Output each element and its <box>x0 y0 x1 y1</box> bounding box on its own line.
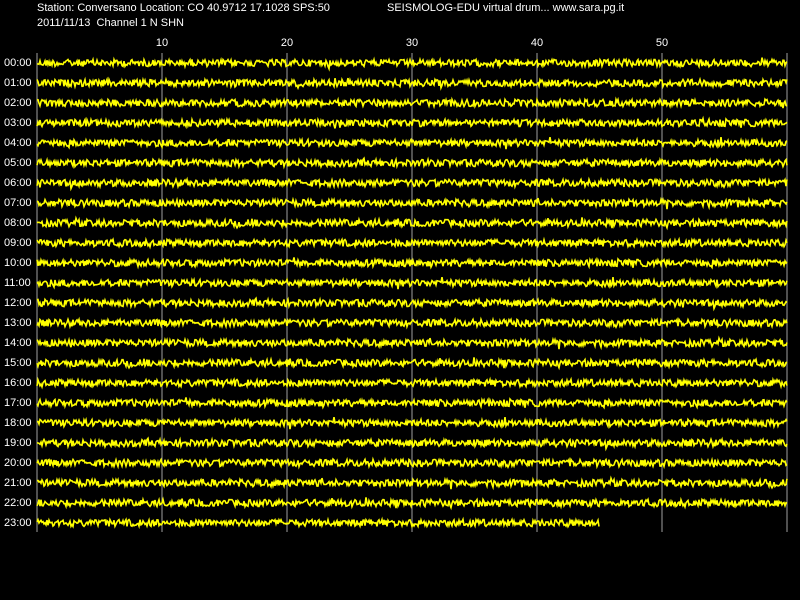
y-tick-label: 14:00 <box>4 337 32 349</box>
y-tick-label: 04:00 <box>4 137 32 149</box>
y-tick-label: 20:00 <box>4 457 32 469</box>
trace <box>36 196 788 211</box>
trace <box>36 76 788 91</box>
x-tick-label: 40 <box>531 37 543 49</box>
trace <box>36 396 788 410</box>
trace <box>36 335 788 351</box>
trace <box>36 256 788 270</box>
y-tick-label: 10:00 <box>4 257 32 269</box>
trace <box>36 136 788 150</box>
chart-subtitle: 2011/11/13 Channel 1 N SHN <box>37 17 184 29</box>
trace <box>36 276 788 290</box>
y-tick-label: 13:00 <box>4 317 32 329</box>
x-tick-label: 10 <box>156 37 168 49</box>
x-tick-label: 20 <box>281 37 293 49</box>
y-tick-label: 17:00 <box>4 397 32 409</box>
trace <box>36 215 788 231</box>
y-tick-label: 09:00 <box>4 237 32 249</box>
y-tick-label: 05:00 <box>4 157 32 169</box>
chart-title: Station: Conversano Location: CO 40.9712… <box>37 2 330 14</box>
trace <box>36 96 788 110</box>
y-tick-label: 19:00 <box>4 437 32 449</box>
y-tick-label: 03:00 <box>4 117 32 129</box>
trace <box>36 115 788 130</box>
trace <box>36 475 788 491</box>
trace <box>36 416 788 430</box>
trace <box>36 156 788 170</box>
trace <box>36 456 788 470</box>
trace <box>36 316 788 330</box>
y-tick-label: 12:00 <box>4 297 32 309</box>
trace <box>36 356 788 371</box>
trace <box>36 496 788 511</box>
trace <box>36 516 600 530</box>
y-tick-label: 00:00 <box>4 57 32 69</box>
trace <box>36 176 788 192</box>
y-tick-label: 18:00 <box>4 417 32 429</box>
y-tick-label: 08:00 <box>4 217 32 229</box>
trace <box>36 296 788 312</box>
trace <box>36 376 788 390</box>
trace <box>36 236 788 250</box>
y-tick-label: 21:00 <box>4 477 32 489</box>
y-tick-label: 15:00 <box>4 357 32 369</box>
y-tick-label: 07:00 <box>4 197 32 209</box>
y-tick-label: 01:00 <box>4 77 32 89</box>
y-tick-label: 02:00 <box>4 97 32 109</box>
x-tick-label: 30 <box>406 37 418 49</box>
y-tick-label: 23:00 <box>4 517 32 529</box>
x-tick-label: 50 <box>656 37 668 49</box>
y-tick-label: 06:00 <box>4 177 32 189</box>
trace <box>36 436 788 452</box>
y-tick-label: 16:00 <box>4 377 32 389</box>
trace <box>36 56 788 72</box>
annotation: SEISMOLOG-EDU virtual drum... www.sara.p… <box>387 2 624 14</box>
y-tick-label: 11:00 <box>4 277 31 289</box>
y-tick-label: 22:00 <box>4 497 32 509</box>
